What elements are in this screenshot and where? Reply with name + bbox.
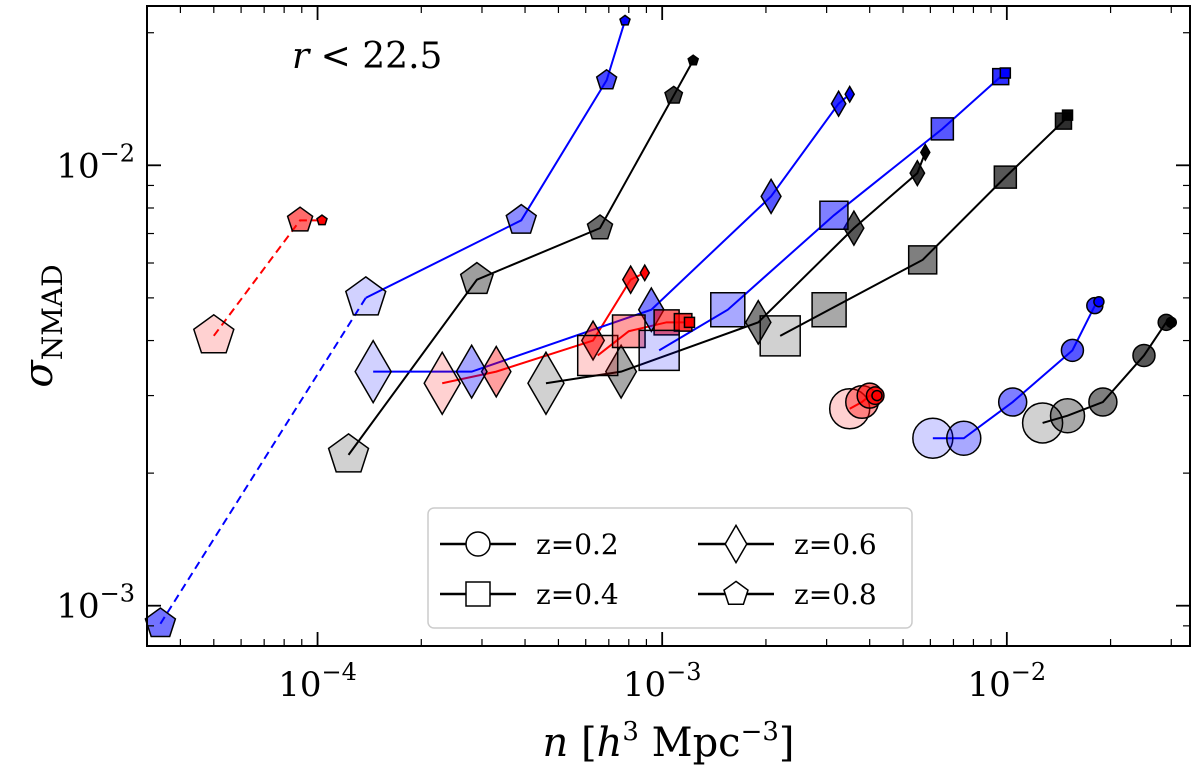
data-point-blue-square (638, 329, 680, 372)
y-tick-label: 10−3 (56, 580, 135, 627)
data-point-black-circle (1088, 387, 1118, 417)
legend: z=0.2 z=0.4 z=0.6 z=0.8 (427, 507, 913, 629)
series-markers (144, 14, 1178, 638)
data-point-red-diamond (639, 263, 651, 283)
data-point-blue-circle (946, 420, 982, 457)
data-point-blue-pentagon (505, 203, 538, 234)
annotation-magnitude-cut: r < 22.5 (292, 36, 442, 77)
data-point-red-pentagon (316, 214, 328, 226)
data-point-black-square (993, 165, 1018, 189)
data-point-red-circle (871, 389, 883, 402)
x-axis-title: n [h3 Mpc−3] (542, 717, 794, 766)
data-point-black-diamond (909, 159, 926, 188)
data-point-blue-circle (1060, 338, 1085, 363)
legend-frame (427, 507, 913, 629)
data-point-black-pentagon (459, 261, 494, 295)
legend-label: z=0.6 (794, 528, 877, 561)
data-point-black-pentagon (327, 432, 370, 473)
data-point-blue-diamond (354, 339, 393, 405)
data-point-blue-square (999, 67, 1012, 79)
data-point-red-diamond (480, 344, 512, 399)
legend-label: z=0.2 (536, 528, 619, 561)
data-point-black-pentagon (586, 214, 614, 240)
data-point-black-square (1061, 109, 1074, 121)
data-point-blue-circle (912, 417, 954, 460)
legend-label: z=0.8 (794, 578, 877, 611)
data-point-black-circle (1132, 343, 1156, 368)
data-point-black-diamond (527, 350, 565, 416)
series-line-red-pentagon-dashed (212, 219, 322, 337)
data-point-blue-square (710, 291, 746, 328)
x-tick-label: 10−4 (278, 658, 357, 705)
data-point-black-diamond (604, 343, 638, 400)
data-point-blue-diamond (455, 343, 488, 400)
axis-ticks: 10−4 10−3 10−2 10−3 10−2 (56, 6, 1190, 705)
x-tick-label: 10−3 (623, 658, 702, 705)
data-point-blue-pentagon (619, 14, 631, 26)
data-point-black-square (811, 291, 847, 328)
data-point-red-diamond (580, 319, 606, 362)
data-point-black-circle (1165, 316, 1178, 329)
data-point-black-square (759, 315, 801, 357)
data-point-blue-diamond (760, 177, 782, 215)
data-point-black-square (907, 245, 938, 275)
y-tick-label: 10−2 (56, 139, 135, 186)
plot-frame (146, 5, 1191, 647)
legend-marker-diamond (724, 523, 748, 565)
legend-label: z=0.4 (536, 578, 619, 611)
x-tick-label: 10−2 (968, 658, 1047, 705)
legend-marker-pentagon (723, 580, 749, 605)
data-point-black-pentagon (687, 54, 700, 66)
series-line-black-pentagon (347, 59, 695, 456)
data-point-blue-diamond (830, 89, 847, 118)
series-line-blue-pentagon (365, 20, 626, 299)
data-point-blue-pentagon (144, 607, 177, 638)
data-point-blue-circle (997, 387, 1028, 417)
data-point-red-pentagon (192, 313, 235, 354)
data-point-blue-diamond (844, 84, 856, 104)
data-point-black-circle (1021, 402, 1064, 444)
data-point-black-diamond (919, 143, 931, 162)
data-point-red-diamond (621, 264, 640, 295)
data-point-red-pentagon (286, 206, 314, 232)
y-axis-title: σNMAD (16, 264, 69, 387)
data-point-red-square (576, 334, 619, 377)
data-point-black-pentagon (664, 85, 684, 104)
data-point-red-diamond (423, 350, 462, 416)
data-point-red-square (683, 316, 696, 329)
data-point-red-square (611, 314, 646, 349)
legend-marker-circle (465, 531, 491, 557)
data-point-black-circle (1049, 397, 1086, 434)
data-point-blue-circle (1093, 295, 1105, 308)
data-point-blue-square (930, 117, 955, 141)
legend-marker-square (465, 581, 491, 607)
data-point-blue-square (819, 200, 849, 231)
data-point-blue-pentagon (595, 68, 618, 90)
data-point-blue-pentagon (344, 275, 387, 316)
